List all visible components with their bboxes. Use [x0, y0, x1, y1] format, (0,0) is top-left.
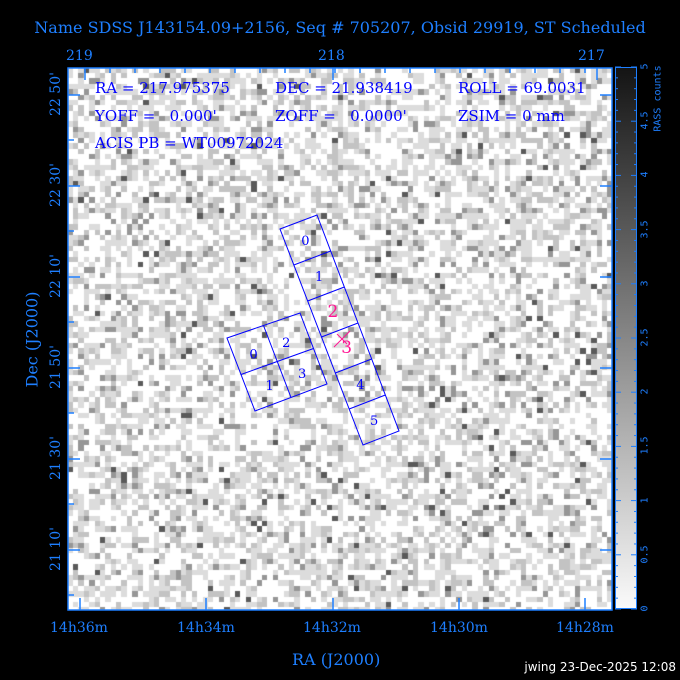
s-chip-label: 3	[341, 338, 352, 358]
acis-pb-readout: ACIS PB = WT00972024	[95, 134, 284, 152]
s-chip-label: 5	[370, 414, 378, 429]
top-tick-219: 219	[66, 48, 93, 64]
dec-readout: DEC = 21.938419	[275, 79, 413, 97]
s-chip-label: 4	[356, 378, 364, 393]
x-axis-label: RA (J2000)	[292, 650, 381, 669]
bottom-tick-14h32m: 14h32m	[303, 620, 361, 636]
left-tick: 21 30'	[48, 436, 64, 480]
colorbar-tick: 5	[639, 63, 651, 70]
s-chip-label: 0	[301, 234, 309, 249]
colorbar-tick: 3.5	[639, 220, 651, 239]
bottom-tick-14h28m: 14h28m	[556, 620, 614, 636]
colorbar-tick: 1.5	[639, 436, 651, 455]
i-chip-label: 0	[249, 348, 257, 363]
top-tick-218: 218	[318, 48, 345, 64]
i-chip-label: 2	[282, 336, 290, 351]
zoff-readout: ZOFF = 0.0000'	[275, 107, 407, 125]
left-tick: 21 50'	[48, 345, 64, 389]
colorbar-tick: 1	[639, 497, 651, 504]
left-tick: 22 30'	[48, 163, 64, 207]
zsim-readout: ZSIM = 0 mm	[458, 107, 565, 125]
footer-timestamp: jwing 23-Dec-2025 12:08	[524, 660, 676, 674]
colorbar-tick: 2.5	[639, 328, 651, 347]
left-tick: 22 50'	[48, 72, 64, 116]
ra-readout: RA = 217.975375	[95, 79, 230, 97]
colorbar-tick: 4	[639, 171, 651, 178]
bottom-tick-14h30m: 14h30m	[430, 620, 488, 636]
left-tick: 22 10'	[48, 254, 64, 298]
roll-readout: ROLL = 69.0031	[458, 79, 586, 97]
y-axis-label: Dec (J2000)	[22, 291, 42, 388]
colorbar-tick: 0	[639, 605, 651, 612]
colorbar-tick: 0.5	[639, 545, 651, 564]
bottom-tick-14h34m: 14h34m	[177, 620, 235, 636]
top-tick-217: 217	[578, 48, 605, 64]
colorbar-tick: 3	[639, 280, 651, 287]
left-tick: 21 10'	[48, 527, 64, 571]
plot-title: Name SDSS J143154.09+2156, Seq # 705207,…	[34, 18, 646, 37]
yoff-readout: YOFF = 0.000'	[95, 107, 217, 125]
s-chip-label: 1	[315, 270, 323, 285]
bottom-tick-14h36m: 14h36m	[50, 620, 108, 636]
i-chip-label: 3	[298, 367, 306, 382]
colorbar-tick: 2	[639, 388, 651, 395]
colorbar-tick: 4.5	[639, 111, 651, 130]
s-chip-label: 2	[327, 302, 338, 322]
colorbar-label: RASS counts	[652, 65, 664, 132]
i-chip-label: 1	[266, 379, 274, 394]
colorbar	[615, 67, 637, 609]
